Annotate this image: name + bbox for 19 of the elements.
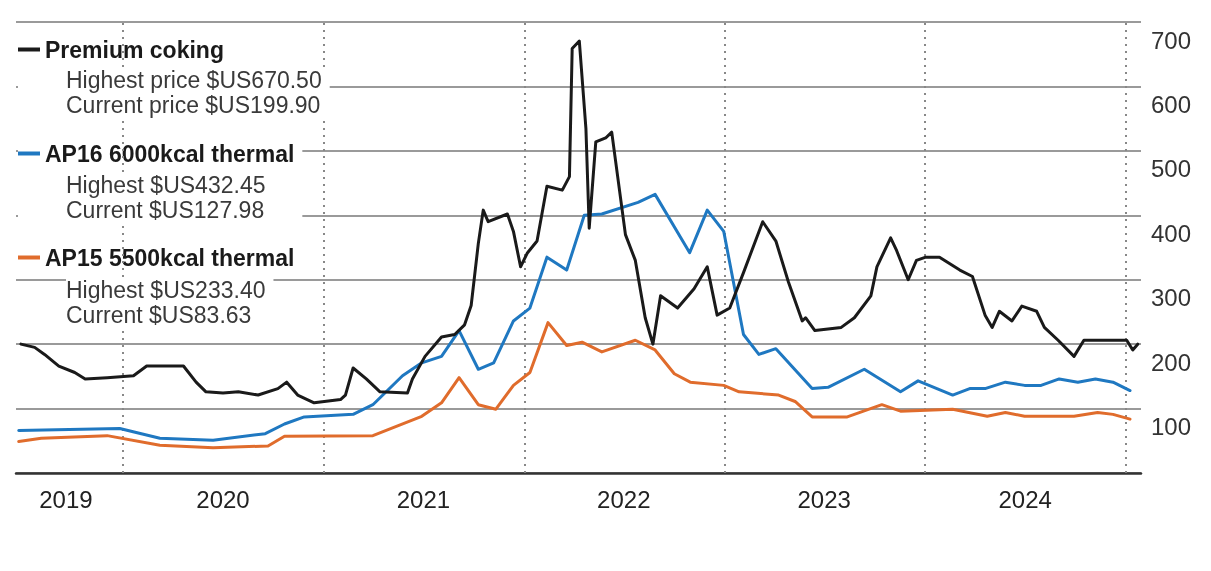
annotation: Highest price $US670.50 (66, 66, 322, 93)
legend-label: AP15 5500kcal thermal (45, 244, 295, 271)
y-tick-label: 100 (1151, 413, 1192, 441)
annotation: Highest $US233.40 (66, 276, 266, 303)
x-tick-label: 2021 (396, 485, 451, 513)
y-tick-label: 700 (1151, 26, 1192, 54)
x-tick-label: 2019 (39, 485, 93, 513)
y-tick-label: 300 (1151, 284, 1192, 312)
x-tick-label: 2024 (998, 485, 1052, 513)
annotation: Highest $US432.45 (66, 171, 266, 198)
legend-label: Premium coking (45, 36, 224, 63)
x-tick-label: 2023 (797, 485, 851, 513)
y-tick-label: 500 (1151, 155, 1192, 183)
y-tick-label: 600 (1151, 90, 1192, 118)
x-tick-label: 2022 (597, 485, 651, 513)
legend-label: AP16 6000kcal thermal (45, 140, 295, 167)
x-tick-label: 2020 (196, 485, 250, 513)
y-tick-label: 400 (1151, 219, 1192, 247)
y-tick-label: 200 (1151, 348, 1192, 376)
